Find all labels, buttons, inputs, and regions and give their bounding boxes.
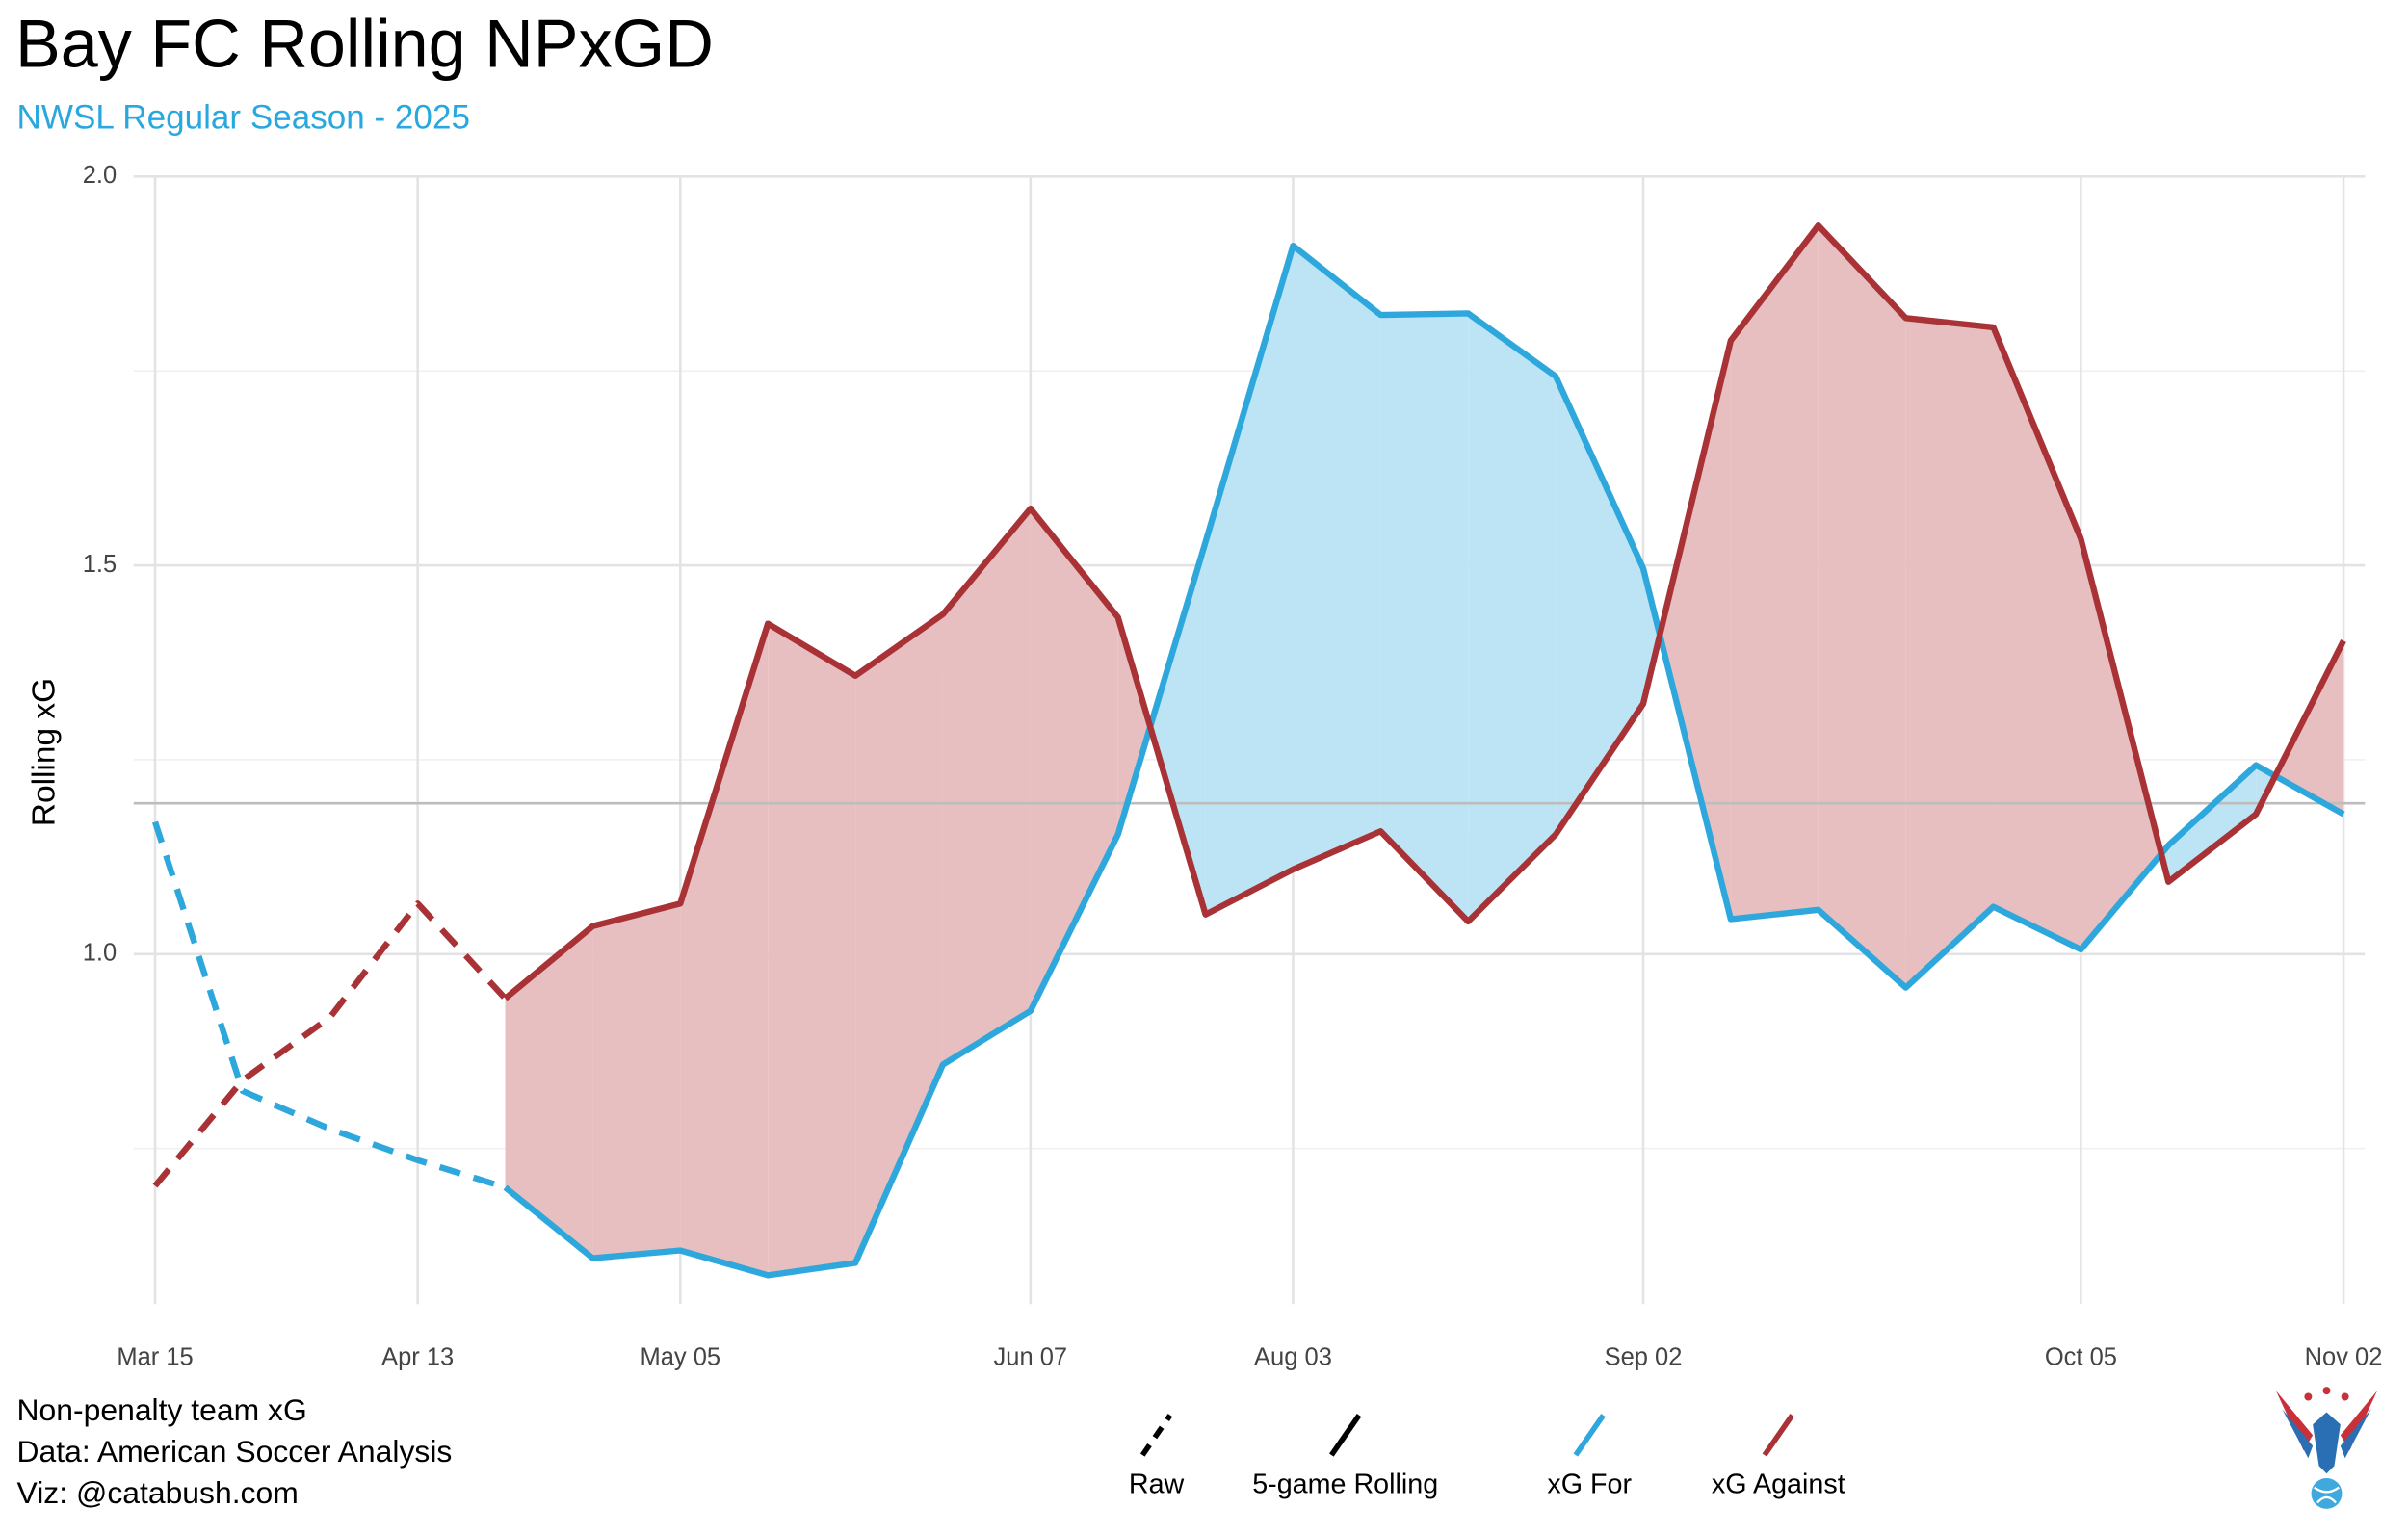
legend-key (1139, 1414, 1173, 1457)
ribbon (768, 623, 856, 1276)
ribbon (2168, 765, 2257, 882)
caption: Non-penalty team xG (17, 1392, 307, 1427)
x-tick-label: Apr 13 (381, 1343, 454, 1370)
ribbon (1730, 225, 1819, 920)
series-line (503, 242, 2345, 1279)
caption: Data: American Soccer Analysis (17, 1434, 453, 1469)
logo (2275, 1387, 2378, 1509)
ribbon (1117, 617, 1151, 835)
legend-key (1329, 1414, 1362, 1457)
x-tick-label: Jun 07 (994, 1343, 1068, 1370)
ribbon (2081, 538, 2161, 949)
x-tick-label: Mar 15 (117, 1343, 193, 1370)
legend-key (1762, 1414, 1794, 1457)
ribbon (1905, 318, 1994, 988)
ribbon (2275, 640, 2344, 815)
y-tick-label: 1.5 (83, 551, 117, 578)
chart-title: Bay FC Rolling NPxGD (15, 7, 714, 82)
ribbon (1380, 313, 1469, 922)
ribbon (1293, 246, 1381, 870)
ribbon (855, 613, 943, 1263)
x-tick-label: Aug 03 (1254, 1343, 1332, 1370)
ribbon (1150, 541, 1206, 915)
ribbon (1818, 225, 1906, 988)
ribbon (1468, 313, 1557, 922)
ribbon (505, 925, 593, 1259)
x-tick-label: May 05 (640, 1343, 720, 1370)
series-line (152, 820, 507, 1191)
series-line (152, 900, 508, 1188)
ribbon (680, 623, 769, 1276)
legend-label: xG For (1547, 1469, 1632, 1500)
ribbon (1030, 508, 1118, 1011)
legend-key (1573, 1414, 1606, 1457)
ribbon (942, 508, 1031, 1065)
y-tick-label: 2.0 (83, 162, 117, 189)
legend-label: Raw (1129, 1469, 1185, 1500)
legend-label: xG Against (1712, 1469, 1845, 1500)
series-line (503, 221, 2346, 1001)
ribbon (1993, 326, 2081, 949)
legend-label: 5-game Rolling (1252, 1469, 1438, 1500)
ribbon (1660, 340, 1731, 920)
x-tick-label: Nov 02 (2305, 1343, 2383, 1370)
ribbon (592, 903, 681, 1259)
x-tick-label: Oct 05 (2045, 1343, 2117, 1370)
ribbon (1556, 376, 1643, 835)
chart-subtitle: NWSL Regular Season - 2025 (17, 99, 470, 137)
x-tick-label: Sep 02 (1605, 1343, 1683, 1370)
ribbon (1205, 246, 1294, 915)
y-axis-label: Rolling xG (27, 678, 63, 826)
ribbon (1642, 568, 1661, 704)
y-tick-label: 1.0 (83, 940, 117, 967)
caption: Viz: @catabush.com (17, 1475, 299, 1510)
